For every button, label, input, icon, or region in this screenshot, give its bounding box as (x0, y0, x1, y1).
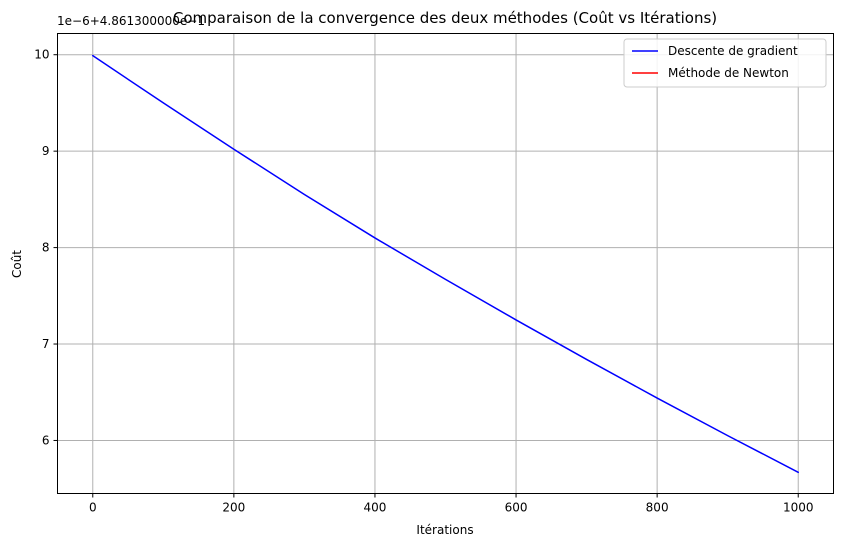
x-tick-label: 600 (505, 501, 528, 515)
legend-box (623, 38, 827, 88)
legend-label-newton: Méthode de Newton (668, 66, 789, 80)
x-tick-label: 200 (222, 501, 245, 515)
series-line-0 (92, 54, 799, 474)
tick-layer: 0 200 400 600 800 1000 6 7 8 9 10 (34, 48, 813, 515)
y-offset-text: 1e−6+4.861300000e−1 (57, 14, 205, 28)
x-tick-label: 0 (89, 501, 97, 515)
plot-frame (57, 33, 834, 494)
x-tick-label: 1000 (783, 501, 814, 515)
y-tick-label: 9 (42, 144, 50, 158)
x-tick-label: 800 (646, 501, 669, 515)
legend-label-descente: Descente de gradient (668, 44, 798, 58)
y-tick-label: 10 (34, 48, 49, 62)
y-tick-label: 6 (42, 433, 50, 447)
grid-layer (57, 33, 834, 494)
x-axis-label: Itérations (416, 523, 473, 537)
y-tick-label: 8 (42, 241, 50, 255)
legend: Descente de gradient Méthode de Newton (623, 38, 827, 88)
chart-title: Comparaison de la convergence des deux m… (173, 9, 717, 27)
y-axis-label: Coût (10, 250, 24, 278)
series-layer (92, 54, 799, 474)
y-tick-label: 7 (42, 337, 50, 351)
x-tick-label: 400 (364, 501, 387, 515)
